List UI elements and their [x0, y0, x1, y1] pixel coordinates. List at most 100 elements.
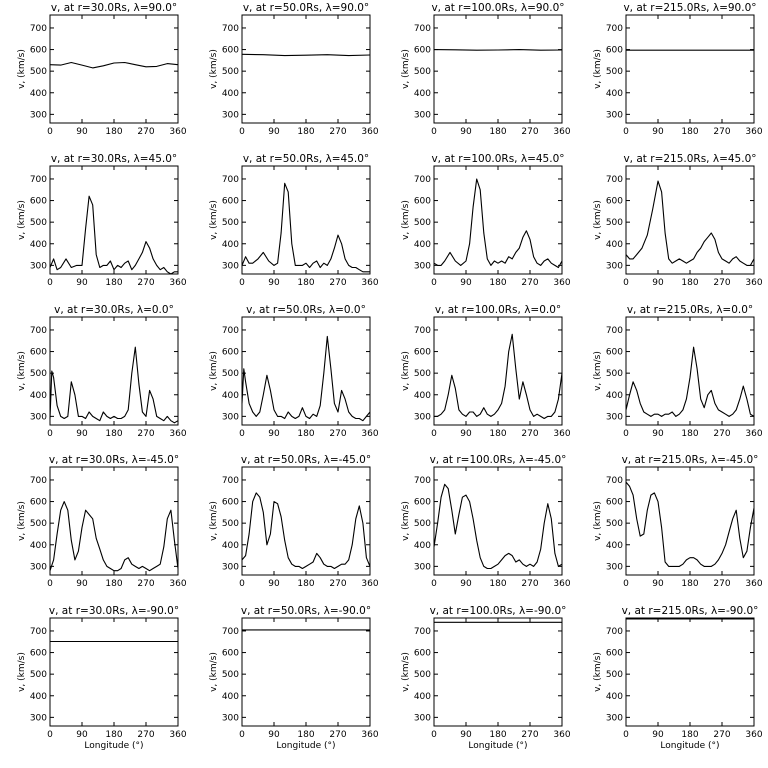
series-line	[241, 53, 371, 57]
x-tick-label: 0	[623, 429, 629, 439]
panel-title: v, at r=215.0Rs, λ=45.0°	[623, 153, 756, 165]
x-tick-label: 90	[76, 429, 88, 439]
x-tick-label: 270	[713, 429, 730, 439]
x-tick-label: 360	[553, 579, 570, 589]
panel-11: v, at r=100.0Rs, λ=0.0° 300 400 500 600 700 0 9…	[401, 304, 571, 439]
series-line	[241, 492, 371, 570]
y-tick-label: 300	[30, 713, 47, 723]
y-tick-label: 700	[606, 175, 623, 185]
x-tick-label: 0	[623, 579, 629, 589]
y-axis-label: v, (km/s)	[401, 200, 411, 240]
y-tick-label: 600	[606, 46, 623, 56]
panel-19: v, at r=100.0Rs, λ=-90.0° 300 400 500 600 700…	[401, 605, 571, 751]
panel-3: v, at r=100.0Rs, λ=90.0° 300 400 500 600 700 0…	[401, 2, 571, 137]
y-tick-label: 600	[222, 348, 239, 358]
x-tick-label: 180	[105, 579, 122, 589]
x-tick-label: 180	[297, 278, 314, 288]
x-tick-label: 360	[169, 730, 186, 740]
x-tick-label: 0	[47, 730, 53, 740]
y-tick-label: 600	[30, 649, 47, 659]
x-tick-label: 90	[460, 278, 472, 288]
panel-title: v, at r=215.0Rs, λ=-45.0°	[622, 454, 759, 466]
y-tick-label: 300	[606, 110, 623, 120]
x-tick-label: 90	[76, 127, 88, 137]
x-tick-label: 270	[137, 579, 154, 589]
y-tick-label: 600	[414, 348, 431, 358]
y-tick-label: 300	[606, 562, 623, 572]
x-axis-label: Longitude (°)	[468, 741, 527, 751]
x-tick-label: 0	[239, 278, 245, 288]
x-tick-label: 90	[460, 730, 472, 740]
series-line	[49, 61, 179, 69]
y-tick-label: 600	[222, 197, 239, 207]
x-tick-label: 180	[489, 730, 506, 740]
x-tick-label: 0	[623, 730, 629, 740]
x-tick-label: 360	[169, 429, 186, 439]
x-tick-label: 180	[681, 579, 698, 589]
x-tick-label: 180	[681, 429, 698, 439]
y-tick-label: 300	[30, 562, 47, 572]
x-tick-label: 90	[76, 278, 88, 288]
x-tick-label: 360	[553, 278, 570, 288]
y-tick-label: 500	[414, 369, 431, 379]
y-tick-label: 400	[414, 240, 431, 250]
y-axis-label: v, (km/s)	[209, 49, 219, 89]
x-tick-label: 270	[521, 429, 538, 439]
series-line	[433, 483, 563, 570]
series-line	[49, 346, 179, 424]
y-tick-label: 500	[222, 369, 239, 379]
panel-14: v, at r=50.0Rs, λ=-45.0° 300 400 500 600 700 0…	[209, 454, 379, 589]
panel-9: v, at r=30.0Rs, λ=0.0° 300 400 500 600 700 0 90…	[17, 304, 187, 439]
plot-frame	[241, 466, 371, 576]
panel-7: v, at r=100.0Rs, λ=45.0° 300 400 500 600 700 0…	[401, 153, 571, 288]
x-tick-label: 90	[268, 730, 280, 740]
y-tick-label: 600	[606, 197, 623, 207]
y-tick-label: 400	[30, 391, 47, 401]
y-tick-label: 600	[606, 348, 623, 358]
y-tick-label: 700	[606, 24, 623, 34]
y-tick-label: 600	[30, 498, 47, 508]
y-tick-label: 500	[222, 218, 239, 228]
x-tick-label: 0	[431, 730, 437, 740]
x-tick-label: 180	[681, 730, 698, 740]
panel-1: v, at r=30.0Rs, λ=90.0° 300 400 500 600 700 0 9…	[17, 2, 187, 137]
x-tick-label: 360	[169, 278, 186, 288]
plot-frame	[241, 165, 371, 275]
x-tick-label: 270	[521, 579, 538, 589]
x-tick-label: 270	[713, 579, 730, 589]
x-tick-label: 180	[297, 579, 314, 589]
x-tick-label: 90	[652, 730, 664, 740]
y-tick-label: 700	[606, 326, 623, 336]
panel-title: v, at r=50.0Rs, λ=45.0°	[243, 153, 369, 165]
y-tick-label: 600	[30, 46, 47, 56]
x-tick-label: 90	[268, 579, 280, 589]
y-tick-label: 300	[414, 412, 431, 422]
x-tick-label: 270	[713, 127, 730, 137]
panel-title: v, at r=30.0Rs, λ=90.0°	[51, 2, 177, 14]
plot-frame	[241, 14, 371, 124]
series-line	[49, 195, 178, 275]
y-tick-label: 500	[606, 67, 623, 77]
panel-6: v, at r=50.0Rs, λ=45.0° 300 400 500 600 700 0 9…	[209, 153, 379, 288]
panel-17: v, at r=30.0Rs, λ=-90.0° 300 400 500 600 700 0…	[17, 605, 187, 751]
panel-4: v, at r=215.0Rs, λ=90.0° 300 400 500 600 700 0…	[593, 2, 763, 137]
panel-title: v, at r=215.0Rs, λ=90.0°	[623, 2, 756, 14]
y-tick-label: 700	[606, 627, 623, 637]
y-axis-label: v, (km/s)	[17, 351, 27, 391]
panel-15: v, at r=100.0Rs, λ=-45.0° 300 400 500 600 700…	[401, 454, 571, 589]
panel-title: v, at r=100.0Rs, λ=-90.0°	[430, 605, 567, 617]
series-line	[434, 333, 563, 420]
x-tick-label: 180	[297, 127, 314, 137]
y-tick-label: 300	[606, 412, 623, 422]
plot-frame	[49, 165, 179, 275]
y-tick-label: 700	[222, 175, 239, 185]
y-tick-label: 500	[606, 519, 623, 529]
x-tick-label: 270	[521, 127, 538, 137]
x-tick-label: 90	[652, 127, 664, 137]
x-tick-label: 270	[329, 127, 346, 137]
panel-title: v, at r=100.0Rs, λ=90.0°	[431, 2, 564, 14]
y-tick-label: 600	[414, 649, 431, 659]
x-tick-label: 0	[239, 730, 245, 740]
x-tick-label: 360	[361, 730, 378, 740]
panel-title: v, at r=215.0Rs, λ=0.0°	[627, 304, 753, 316]
